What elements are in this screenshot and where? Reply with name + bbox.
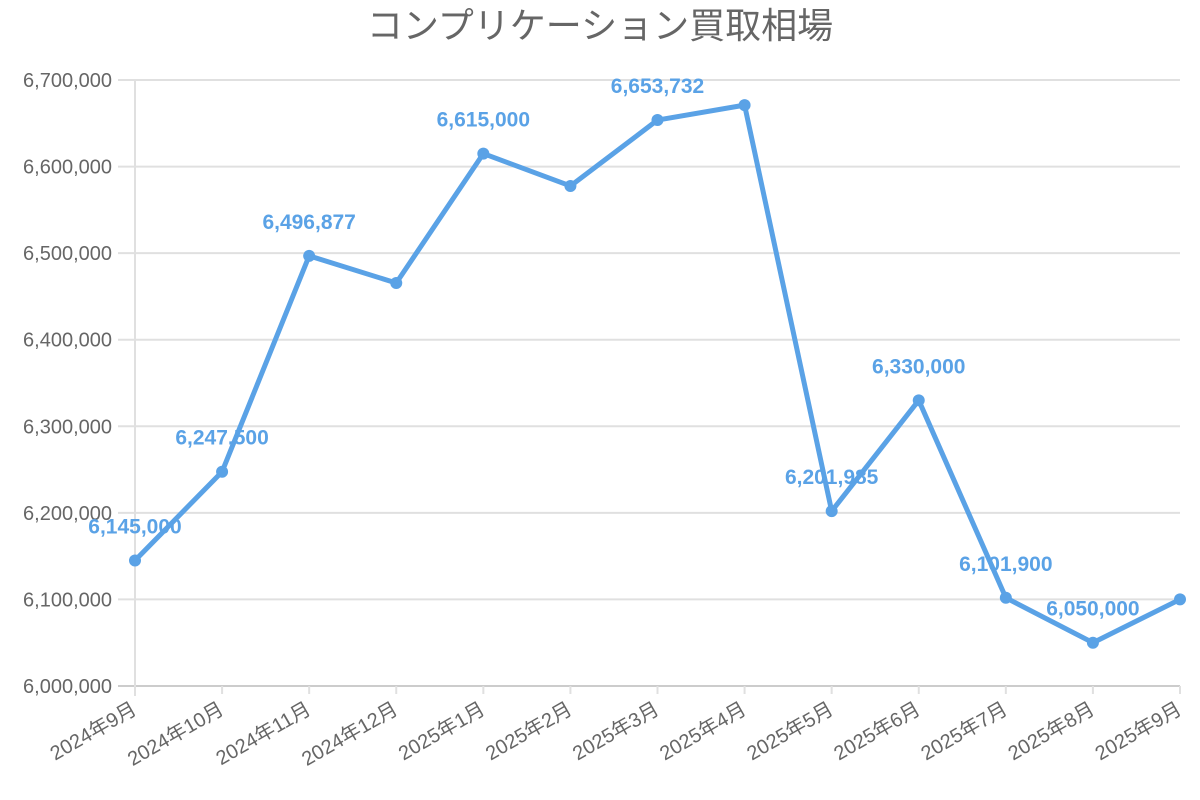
data-point — [216, 465, 229, 478]
x-tick-label: 2025年4月 — [656, 697, 750, 765]
y-tick-label: 6,600,000 — [23, 157, 112, 179]
y-tick-label: 6,500,000 — [23, 243, 112, 265]
data-label: 6,615,000 — [437, 109, 530, 132]
data-point — [825, 505, 838, 518]
y-axis: 6,000,000 6,100,000 6,200,000 6,300,000 6,40… — [23, 70, 112, 698]
data-point — [129, 554, 141, 567]
data-label: 6,050,000 — [1046, 598, 1139, 621]
grid — [118, 79, 1180, 696]
data-point — [1086, 636, 1099, 649]
data-point — [651, 114, 664, 127]
data-label: 6,496,877 — [262, 211, 355, 234]
data-label: 6,101,900 — [959, 553, 1052, 576]
data-point — [303, 249, 316, 262]
data-labels: 6,145,000 6,247,500 6,496,877 6,615,000 6,65… — [88, 75, 1139, 621]
x-tick-label: 2024年11月 — [212, 697, 315, 770]
y-tick-label: 6,400,000 — [23, 330, 112, 352]
data-point — [390, 277, 403, 290]
data-label: 6,330,000 — [872, 355, 965, 378]
data-point — [999, 591, 1012, 604]
x-tick-label: 2025年8月 — [1004, 697, 1098, 765]
data-label: 6,653,732 — [611, 75, 704, 98]
x-tick-label: 2025年7月 — [917, 697, 1011, 765]
data-point — [1174, 593, 1186, 606]
x-tick-label: 2024年10月 — [124, 697, 228, 770]
data-point — [912, 394, 925, 407]
data-label: 6,145,000 — [88, 515, 181, 538]
x-tick-label: 2025年9月 — [1091, 697, 1185, 765]
x-tick-label: 2025年6月 — [830, 697, 924, 765]
data-label: 6,201,985 — [785, 466, 879, 489]
data-point — [738, 99, 751, 112]
x-tick-label: 2024年12月 — [298, 697, 402, 770]
x-tick-label: 2025年1月 — [395, 697, 489, 765]
y-tick-label: 6,300,000 — [23, 416, 112, 438]
x-axis: 2024年9月2024年10月2024年11月2024年12月2025年1月20… — [46, 686, 1186, 771]
x-tick-label: 2025年2月 — [482, 697, 576, 765]
y-tick-label: 6,100,000 — [23, 589, 112, 611]
data-point — [477, 147, 490, 160]
series-line — [129, 99, 1186, 649]
chart-title: コンプリケーション買取相場 — [367, 5, 833, 46]
data-label: 6,247,500 — [175, 427, 268, 450]
data-point — [564, 179, 577, 192]
y-tick-label: 6,000,000 — [23, 676, 112, 698]
x-tick-label: 2025年3月 — [569, 697, 663, 765]
y-tick-label: 6,700,000 — [23, 70, 112, 92]
x-tick-label: 2025年5月 — [743, 697, 837, 765]
y-tick-label: 6,200,000 — [23, 503, 112, 525]
